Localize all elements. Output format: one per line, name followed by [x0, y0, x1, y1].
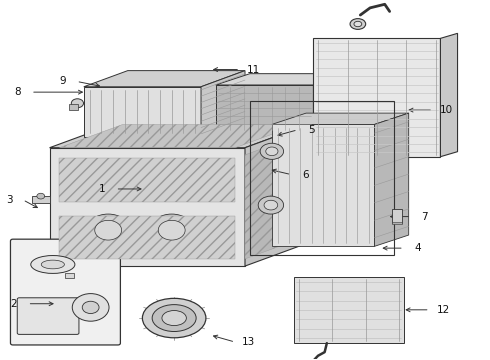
Polygon shape	[245, 132, 309, 259]
Polygon shape	[216, 85, 314, 132]
Text: 8: 8	[14, 87, 21, 97]
Ellipse shape	[264, 200, 278, 210]
Text: 1: 1	[98, 184, 105, 194]
Text: 5: 5	[308, 125, 315, 135]
Polygon shape	[314, 39, 441, 157]
Ellipse shape	[350, 19, 366, 30]
Ellipse shape	[72, 99, 83, 108]
Text: 4: 4	[414, 243, 421, 253]
Polygon shape	[441, 33, 458, 157]
Polygon shape	[84, 87, 201, 137]
Text: 6: 6	[302, 170, 308, 180]
Text: 10: 10	[440, 105, 453, 115]
Polygon shape	[216, 74, 347, 85]
Text: 11: 11	[247, 64, 260, 75]
Polygon shape	[49, 125, 309, 148]
Ellipse shape	[354, 21, 362, 27]
Ellipse shape	[152, 305, 196, 332]
Polygon shape	[201, 71, 245, 137]
Polygon shape	[59, 125, 299, 148]
Polygon shape	[314, 74, 347, 132]
Ellipse shape	[143, 298, 206, 338]
Bar	[69, 104, 78, 110]
Ellipse shape	[158, 220, 185, 240]
Bar	[59, 158, 235, 202]
Text: 13: 13	[242, 337, 255, 347]
Ellipse shape	[95, 220, 122, 240]
Bar	[59, 216, 235, 259]
Bar	[32, 196, 49, 203]
Bar	[392, 210, 402, 223]
Bar	[250, 101, 394, 255]
Ellipse shape	[260, 143, 284, 159]
FancyBboxPatch shape	[10, 239, 121, 345]
Text: 7: 7	[421, 212, 428, 221]
Ellipse shape	[31, 256, 75, 273]
Ellipse shape	[37, 193, 45, 199]
Ellipse shape	[150, 214, 194, 246]
Bar	[392, 222, 402, 225]
Ellipse shape	[41, 260, 64, 269]
Polygon shape	[245, 125, 309, 266]
Ellipse shape	[162, 311, 186, 325]
Ellipse shape	[82, 301, 99, 314]
Polygon shape	[272, 113, 409, 125]
Bar	[66, 273, 74, 278]
Text: 9: 9	[59, 76, 66, 86]
FancyBboxPatch shape	[17, 298, 79, 334]
Ellipse shape	[266, 147, 278, 156]
Text: 3: 3	[6, 195, 12, 205]
Ellipse shape	[86, 214, 130, 246]
Polygon shape	[374, 113, 409, 246]
Text: 2: 2	[11, 299, 17, 309]
Text: 12: 12	[437, 305, 450, 315]
Polygon shape	[49, 148, 245, 266]
Ellipse shape	[258, 196, 284, 214]
Ellipse shape	[72, 294, 109, 321]
Polygon shape	[294, 277, 404, 343]
Polygon shape	[84, 71, 245, 87]
Polygon shape	[272, 125, 374, 246]
